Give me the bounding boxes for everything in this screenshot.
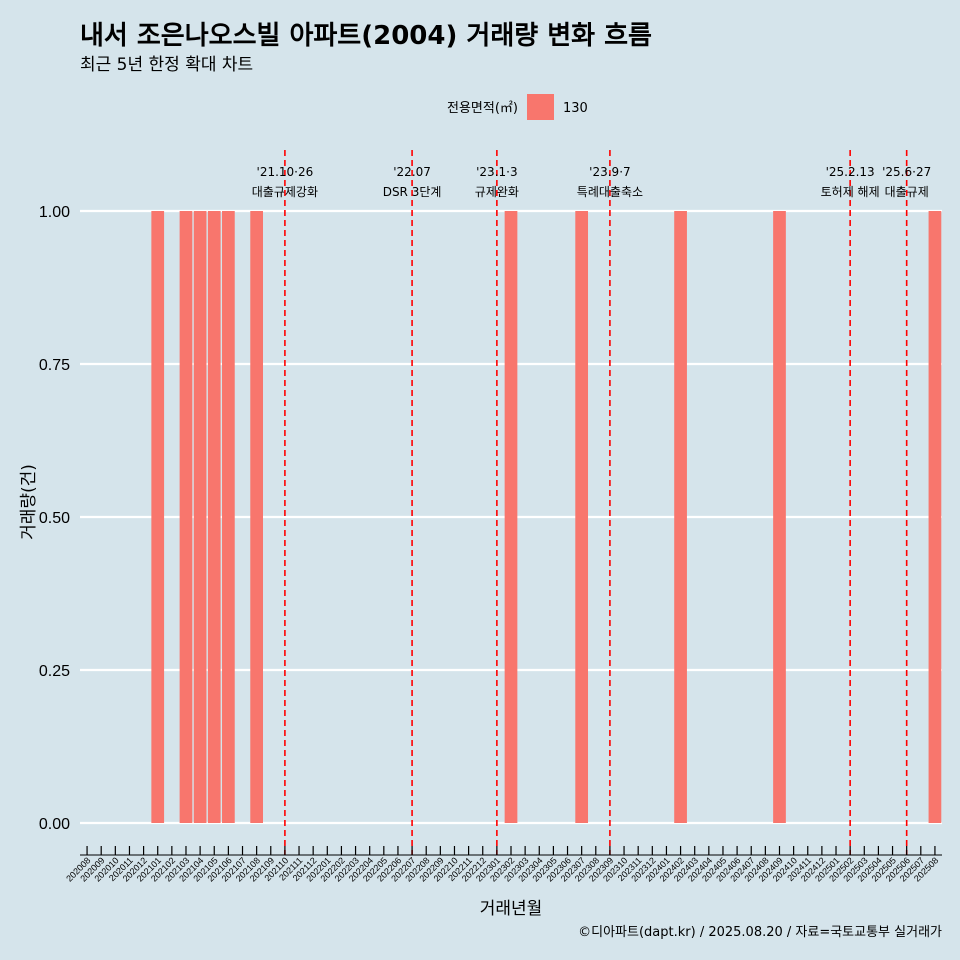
y-tick-label: 0.25: [39, 663, 70, 680]
bar: [773, 211, 786, 823]
y-tick-label: 1.00: [39, 204, 70, 221]
bars: [151, 211, 942, 823]
x-axis: 2020082020092020102020112020122021012021…: [64, 846, 942, 884]
legend-entry-130: 130: [563, 101, 588, 116]
y-axis-title: 거래량(건): [19, 464, 39, 540]
y-tick-label: 0.75: [39, 357, 70, 374]
event-label: 대출규제강화: [252, 185, 318, 199]
event-label: 특례대출축소: [577, 185, 643, 199]
bar: [674, 211, 687, 823]
y-tick-label: 0.00: [39, 816, 70, 833]
bar: [193, 211, 207, 823]
y-tick-label: 0.50: [39, 510, 70, 527]
chart-title: 내서 조은나오스빌 아파트(2004) 거래량 변화 흐름: [80, 21, 652, 51]
bar: [928, 211, 942, 823]
event-date: '25.6·27: [882, 165, 931, 179]
bar: [504, 211, 518, 823]
event-date: '23.1·3: [476, 165, 517, 179]
x-axis-title: 거래년월: [480, 899, 543, 919]
bar: [207, 211, 221, 823]
bar: [575, 211, 589, 823]
event-label: DSR 3단계: [383, 185, 442, 199]
legend-title: 전용면적(㎡): [447, 101, 518, 116]
event-label: 규제완화: [475, 185, 519, 199]
event-date: '23.9·7: [589, 165, 630, 179]
y-tick-labels: 0.00 0.25 0.50 0.75 1.00: [39, 204, 70, 833]
bar: [179, 211, 193, 823]
event-label: 대출규제: [885, 185, 929, 199]
event-date: '22.07: [393, 165, 431, 179]
legend-swatch-130: [527, 94, 554, 120]
event-label: 토허제 해제: [821, 185, 880, 199]
bar: [250, 211, 263, 823]
legend: 전용면적(㎡) 130: [447, 94, 588, 120]
event-date: '25.2.13: [826, 165, 875, 179]
bar: [222, 211, 235, 823]
event-lines: '21.10·26 대출규제강화 '22.07 DSR 3단계 '23.1·3 규제완화 '…: [252, 150, 931, 855]
caption: ©디아파트(dapt.kr) / 2025.08.20 / 자료=국토교통부 실…: [578, 925, 942, 940]
event-date: '21.10·26: [257, 165, 314, 179]
chart-subtitle: 최근 5년 한정 확대 차트: [80, 55, 253, 75]
bar: [151, 211, 165, 823]
